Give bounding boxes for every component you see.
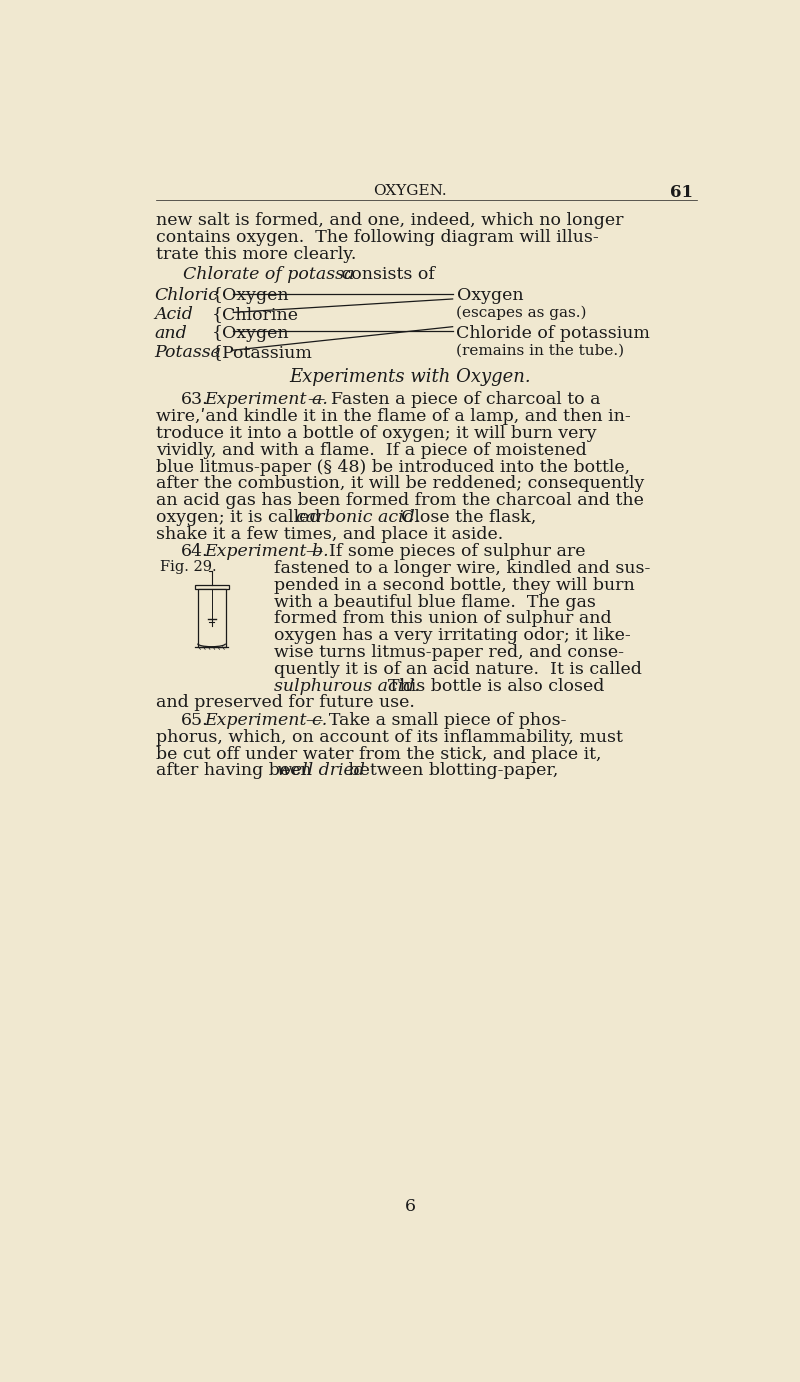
Text: Fig. 29.: Fig. 29.: [160, 560, 216, 574]
Text: carbonic acid.: carbonic acid.: [297, 509, 421, 527]
Text: and: and: [154, 325, 187, 341]
Text: wise turns litmus-paper red, and conse-: wise turns litmus-paper red, and conse-: [274, 644, 624, 661]
Text: new salt is formed, and one, indeed, which no longer: new salt is formed, and one, indeed, whi…: [156, 211, 623, 229]
Text: shake it a few times, and place it aside.: shake it a few times, and place it aside…: [156, 525, 503, 543]
Text: phorus, which, on account of its inflammability, must: phorus, which, on account of its inflamm…: [156, 728, 622, 746]
Text: troduce it into a bottle of oxygen; it will burn very: troduce it into a bottle of oxygen; it w…: [156, 424, 597, 442]
Text: — Take a small piece of phos-: — Take a small piece of phos-: [306, 712, 566, 728]
Text: OXYGEN.: OXYGEN.: [373, 184, 447, 199]
Text: vividly, and with a flame.  If a piece of moistened: vividly, and with a flame. If a piece of…: [156, 442, 586, 459]
Text: {Oxygen: {Oxygen: [212, 325, 290, 341]
Text: 61: 61: [670, 184, 693, 202]
Text: Chlorate of potassa: Chlorate of potassa: [183, 267, 354, 283]
Text: pended in a second bottle, they will burn: pended in a second bottle, they will bur…: [274, 576, 634, 594]
Text: quently it is of an acid nature.  It is called: quently it is of an acid nature. It is c…: [274, 661, 642, 677]
Text: and preserved for future use.: and preserved for future use.: [156, 694, 414, 712]
Text: 64.: 64.: [181, 543, 208, 560]
Text: Close the flask,: Close the flask,: [390, 509, 537, 527]
Text: between blotting-paper,: between blotting-paper,: [343, 763, 558, 779]
Text: Oxygen: Oxygen: [457, 287, 523, 304]
Text: after having been: after having been: [156, 763, 317, 779]
Text: {Potassium: {Potassium: [212, 344, 314, 361]
Text: 6: 6: [405, 1198, 415, 1215]
Text: Chloride of potassium: Chloride of potassium: [457, 325, 650, 341]
Text: — If some pieces of sulphur are: — If some pieces of sulphur are: [306, 543, 586, 560]
Bar: [198, 589, 226, 647]
Text: (remains in the tube.): (remains in the tube.): [457, 344, 625, 358]
Text: This bottle is also closed: This bottle is also closed: [377, 677, 604, 695]
Text: (escapes as gas.): (escapes as gas.): [457, 305, 587, 321]
Text: blue litmus-paper (§ 48) be introduced into the bottle,: blue litmus-paper (§ 48) be introduced i…: [156, 459, 630, 475]
Text: trate this more clearly.: trate this more clearly.: [156, 246, 356, 263]
Text: {Chlorine: {Chlorine: [212, 305, 299, 323]
Text: consists of: consists of: [336, 267, 434, 283]
Text: be cut off under water from the stick, and place it,: be cut off under water from the stick, a…: [156, 745, 602, 763]
Text: fastened to a longer wire, kindled and sus-: fastened to a longer wire, kindled and s…: [274, 560, 650, 578]
Text: Experiment b.: Experiment b.: [204, 543, 329, 560]
Text: — Fasten a piece of charcoal to a: — Fasten a piece of charcoal to a: [308, 391, 600, 408]
Bar: [194, 585, 229, 589]
Text: formed from this union of sulphur and: formed from this union of sulphur and: [274, 611, 611, 627]
Text: contains oxygen.  The following diagram will illus-: contains oxygen. The following diagram w…: [156, 229, 598, 246]
Text: 65.: 65.: [181, 712, 208, 728]
Text: after the combustion, it will be reddened; consequently: after the combustion, it will be reddene…: [156, 475, 644, 492]
Text: Experiment c.: Experiment c.: [204, 712, 327, 728]
Text: Potassa: Potassa: [154, 344, 222, 361]
Text: wire,ʹand kindle it in the flame of a lamp, and then in-: wire,ʹand kindle it in the flame of a la…: [156, 408, 630, 426]
Text: {Oxygen: {Oxygen: [212, 287, 290, 304]
Text: Acid: Acid: [154, 305, 193, 323]
Text: oxygen; it is called: oxygen; it is called: [156, 509, 326, 527]
Text: an acid gas has been formed from the charcoal and the: an acid gas has been formed from the cha…: [156, 492, 644, 509]
Text: Experiments with Oxygen.: Experiments with Oxygen.: [289, 368, 531, 387]
Text: sulphurous acid.: sulphurous acid.: [274, 677, 419, 695]
Text: with a beautiful blue flame.  The gas: with a beautiful blue flame. The gas: [274, 594, 595, 611]
Text: 63.: 63.: [181, 391, 208, 408]
Text: Chloric: Chloric: [154, 287, 218, 304]
Text: well dried: well dried: [277, 763, 365, 779]
Text: oxygen has a very irritating odor; it like-: oxygen has a very irritating odor; it li…: [274, 627, 630, 644]
Text: Experiment a.: Experiment a.: [204, 391, 328, 408]
